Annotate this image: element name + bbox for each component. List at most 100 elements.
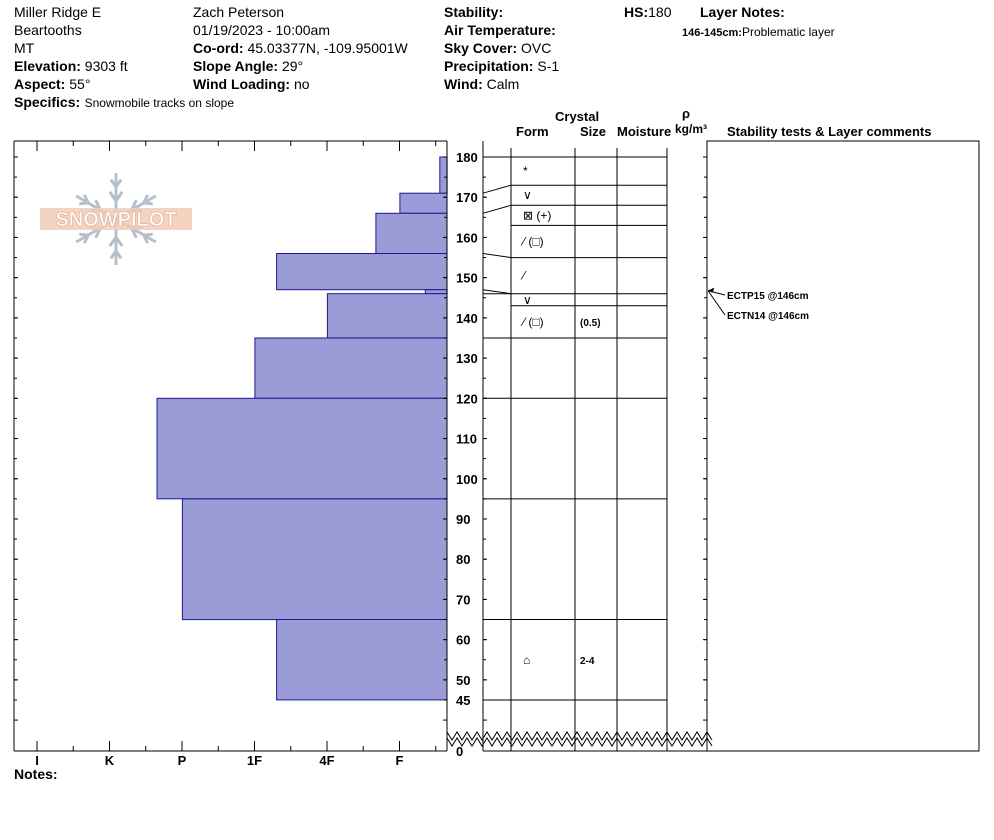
grain-size-value: (0.5)	[580, 318, 601, 329]
snow-height-row: HS:180	[624, 4, 672, 20]
hardness-bar	[276, 253, 448, 291]
hardness-bar	[439, 156, 448, 194]
grain-form-symbol: ⌂	[523, 653, 530, 667]
precipitation-row: Precipitation: S-1	[444, 58, 560, 74]
stability-comments-heading: Stability tests & Layer comments	[727, 124, 932, 139]
snowflake-branch	[114, 236, 124, 247]
specifics-row: Specifics: Snowmobile tracks on slope	[14, 94, 235, 110]
hardness-tick-label: F	[396, 753, 404, 768]
depth-tick-label: 180	[456, 150, 478, 165]
depth-tick-label: 70	[456, 592, 470, 607]
sky-cover-row: Sky Cover: OVC	[444, 40, 552, 56]
snow-height-value: 180	[648, 4, 672, 20]
depth-tick-label: 80	[456, 552, 470, 567]
depth-tick-label: 50	[456, 673, 470, 688]
depth-break-zigzag	[446, 737, 713, 747]
comments-box	[706, 140, 980, 752]
depth-tick-label: 120	[456, 391, 478, 406]
snowflake-branch	[143, 201, 153, 206]
grain-form-symbol: ⊠ (+)	[523, 208, 551, 222]
coordinates-value: 45.03377N, -109.95001W	[247, 40, 408, 56]
stability-test-label: ECTP15 @146cm	[727, 291, 809, 302]
slope-angle-value: 29°	[281, 58, 304, 74]
size-heading: Size	[580, 124, 607, 139]
depth-tick-label: 90	[456, 512, 470, 527]
hardness-bar	[276, 619, 448, 701]
depth-tick-label: 110	[456, 432, 477, 447]
snowflake-branch	[79, 232, 89, 237]
test-leader-line	[707, 290, 726, 316]
precipitation-value: S-1	[537, 58, 560, 74]
hardness-bar	[254, 337, 448, 399]
wind-loading-row: Wind Loading: no	[193, 76, 310, 92]
hardness-bar	[181, 498, 448, 621]
layer-connector-line	[482, 289, 512, 295]
grain-form-symbol: ∨	[523, 188, 532, 202]
hardness-tick-label: P	[178, 753, 187, 768]
test-arrowhead	[708, 287, 714, 292]
depth-tick-label: 150	[456, 271, 478, 286]
layer-connector-line	[482, 253, 512, 259]
layer-note-text: Problematic layer	[741, 25, 835, 39]
notes-label: Notes:	[14, 766, 58, 782]
depth-tick-label: 130	[456, 351, 478, 366]
depth-tick-label: 170	[456, 190, 478, 205]
elevation-row: Elevation: 9303 ft	[14, 58, 128, 74]
air-temperature-row: Air Temperature:	[444, 22, 556, 38]
wind-loading-value: no	[293, 76, 310, 92]
depth-tick-label: 60	[456, 633, 470, 648]
mountain-range: Beartooths	[14, 22, 82, 38]
depth-tick-label: 140	[456, 311, 478, 326]
hardness-bar	[399, 192, 448, 214]
layer-connector-line	[482, 204, 512, 214]
depth-break-zigzag	[446, 731, 713, 741]
logo-text: SNOWPILOT	[55, 209, 176, 231]
snowflake-branch	[108, 191, 118, 202]
depth-tick-label: 100	[456, 472, 478, 487]
hardness-bar	[156, 397, 448, 500]
hardness-tick-label: I	[35, 753, 39, 768]
wind-row: Wind: Calm	[444, 76, 520, 92]
snowpilot-logo: SNOWPILOT	[40, 173, 192, 265]
moisture-heading: Moisture	[617, 124, 672, 139]
snowflake-branch	[114, 178, 123, 188]
depth-tick-label: 160	[456, 230, 478, 245]
snowflake-branch	[114, 191, 124, 202]
logo-banner	[40, 208, 192, 230]
hardness-tick-label: 4F	[319, 753, 334, 768]
observer-name: Zach Peterson	[193, 4, 285, 20]
hardness-bar	[326, 293, 448, 339]
grain-form-symbol: ⁄	[520, 269, 527, 283]
layer-notes-heading: Layer Notes:	[700, 4, 785, 20]
snowflake-branch	[83, 194, 90, 204]
hardness-tick-label: K	[105, 753, 115, 768]
density-symbol: ρ	[682, 106, 691, 121]
specifics-value: Snowmobile tracks on slope	[84, 96, 235, 110]
elevation-value: 9303 ft	[84, 58, 128, 74]
depth-tick-label: 0	[456, 744, 463, 759]
snowflake-branch	[108, 236, 118, 247]
aspect-row: Aspect: 55°	[14, 76, 91, 92]
snowflake-branch	[142, 234, 149, 244]
observation-datetime: 01/19/2023 - 10:00am	[193, 22, 330, 38]
grain-form-symbol: *	[523, 164, 528, 178]
location-name: Miller Ridge E	[14, 4, 102, 20]
state: MT	[14, 40, 35, 56]
depth-tick-label: 45	[456, 693, 470, 708]
grain-size-value: 2-4	[580, 656, 595, 667]
hardness-bar	[424, 289, 448, 295]
wind-value: Calm	[486, 76, 520, 92]
coordinates-row: Co-ord: 45.03377N, -109.95001W	[193, 40, 408, 56]
aspect-value: 55°	[69, 76, 91, 92]
test-leader-line	[707, 290, 726, 296]
layer-note-range: 146-145cm:	[682, 27, 742, 39]
hardness-bar	[375, 212, 448, 255]
density-unit: kg/m³	[675, 122, 708, 136]
sky-cover-value: OVC	[521, 40, 552, 56]
crystal-heading: Crystal	[555, 109, 600, 124]
grain-form-symbol: ∨	[523, 293, 532, 307]
slope-angle-row: Slope Angle: 29°	[193, 58, 304, 74]
grain-form-symbol: ⁄ (□)	[520, 234, 544, 248]
hardness-tick-label: 1F	[247, 753, 262, 768]
